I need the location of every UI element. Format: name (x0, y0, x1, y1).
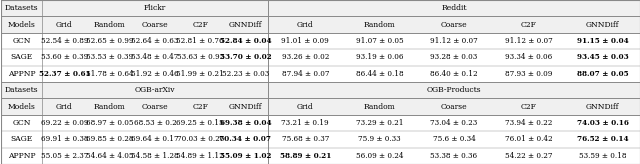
Text: 54.64 ± 4.05: 54.64 ± 4.05 (86, 152, 134, 160)
Text: OGB-Products: OGB-Products (427, 86, 481, 94)
Text: 87.94 ± 0.07: 87.94 ± 0.07 (282, 70, 329, 78)
Text: 55.05 ± 2.37: 55.05 ± 2.37 (41, 152, 88, 160)
Text: Models: Models (8, 103, 35, 111)
Text: 69.38 ± 0.04: 69.38 ± 0.04 (220, 119, 271, 127)
Text: 93.28 ± 0.03: 93.28 ± 0.03 (431, 53, 477, 61)
Text: SAGE: SAGE (10, 135, 33, 143)
Text: Flickr: Flickr (144, 4, 166, 12)
Text: 69.85 ± 0.28: 69.85 ± 0.28 (86, 135, 134, 143)
Bar (1, 82, 640, 98)
Text: 52.37 ± 0.61: 52.37 ± 0.61 (38, 70, 90, 78)
Text: 52.84 ± 0.04: 52.84 ± 0.04 (220, 37, 271, 45)
Text: 54.89 ± 1.12: 54.89 ± 1.12 (177, 152, 224, 160)
Text: C2F: C2F (520, 103, 536, 111)
Text: 53.38 ± 0.36: 53.38 ± 0.36 (431, 152, 477, 160)
Text: 91.12 ± 0.07: 91.12 ± 0.07 (504, 37, 552, 45)
Text: GCN: GCN (12, 119, 31, 127)
Text: 93.19 ± 0.06: 93.19 ± 0.06 (356, 53, 403, 61)
Text: 52.65 ± 0.99: 52.65 ± 0.99 (86, 37, 134, 45)
Text: GNNDiff: GNNDiff (228, 21, 262, 29)
Text: 53.48 ± 0.47: 53.48 ± 0.47 (131, 53, 179, 61)
Text: 52.54 ± 0.89: 52.54 ± 0.89 (41, 37, 88, 45)
Text: Reddit: Reddit (442, 4, 467, 12)
Text: C2F: C2F (192, 21, 208, 29)
Text: 91.15 ± 0.04: 91.15 ± 0.04 (577, 37, 628, 45)
Text: Random: Random (94, 21, 125, 29)
Text: 68.53 ± 0.2: 68.53 ± 0.2 (134, 119, 177, 127)
Text: 53.53 ± 0.39: 53.53 ± 0.39 (86, 53, 133, 61)
Text: 75.9 ± 0.33: 75.9 ± 0.33 (358, 135, 401, 143)
Text: 54.22 ± 0.27: 54.22 ± 0.27 (505, 152, 552, 160)
Text: 52.23 ± 0.03: 52.23 ± 0.03 (222, 70, 269, 78)
Text: 93.34 ± 0.06: 93.34 ± 0.06 (505, 53, 552, 61)
Text: 70.03 ± 0.26: 70.03 ± 0.26 (177, 135, 224, 143)
Text: 51.78 ± 0.64: 51.78 ± 0.64 (86, 70, 134, 78)
Text: GNNDiff: GNNDiff (586, 103, 620, 111)
Text: 91.01 ± 0.09: 91.01 ± 0.09 (282, 37, 329, 45)
Text: 73.94 ± 0.22: 73.94 ± 0.22 (505, 119, 552, 127)
Text: 53.63 ± 0.92: 53.63 ± 0.92 (177, 53, 224, 61)
Text: Datasets: Datasets (4, 86, 38, 94)
Text: Grid: Grid (297, 103, 314, 111)
Text: 69.25 ± 0.15: 69.25 ± 0.15 (177, 119, 224, 127)
Text: 74.03 ± 0.16: 74.03 ± 0.16 (577, 119, 628, 127)
Text: C2F: C2F (520, 21, 536, 29)
Text: 56.09 ± 0.24: 56.09 ± 0.24 (356, 152, 403, 160)
Text: 73.29 ± 0.21: 73.29 ± 0.21 (356, 119, 403, 127)
Text: 93.45 ± 0.03: 93.45 ± 0.03 (577, 53, 628, 61)
Text: Random: Random (364, 21, 396, 29)
Text: Random: Random (364, 103, 396, 111)
Text: 76.52 ± 0.14: 76.52 ± 0.14 (577, 135, 628, 143)
Text: 73.04 ± 0.23: 73.04 ± 0.23 (431, 119, 477, 127)
Text: 93.26 ± 0.02: 93.26 ± 0.02 (282, 53, 329, 61)
Bar (1, 98, 640, 115)
Text: 53.70 ± 0.02: 53.70 ± 0.02 (220, 53, 271, 61)
Text: 51.99 ± 0.21: 51.99 ± 0.21 (177, 70, 224, 78)
Text: GCN: GCN (12, 37, 31, 45)
Text: 91.12 ± 0.07: 91.12 ± 0.07 (430, 37, 478, 45)
Text: Grid: Grid (56, 103, 73, 111)
Text: 88.07 ± 0.05: 88.07 ± 0.05 (577, 70, 628, 78)
Text: 76.01 ± 0.42: 76.01 ± 0.42 (504, 135, 552, 143)
Text: 87.93 ± 0.09: 87.93 ± 0.09 (505, 70, 552, 78)
Text: OGB-arXiv: OGB-arXiv (134, 86, 175, 94)
Text: 58.89 ± 0.21: 58.89 ± 0.21 (280, 152, 331, 160)
Text: 52.64 ± 0.63: 52.64 ± 0.63 (131, 37, 179, 45)
Text: Coarse: Coarse (441, 21, 467, 29)
Text: C2F: C2F (192, 103, 208, 111)
Text: APPNP: APPNP (8, 70, 35, 78)
Text: Datasets: Datasets (4, 4, 38, 12)
Text: GNNDiff: GNNDiff (586, 21, 620, 29)
Text: 86.44 ± 0.18: 86.44 ± 0.18 (356, 70, 403, 78)
Text: 55.09 ± 1.02: 55.09 ± 1.02 (220, 152, 271, 160)
Text: Coarse: Coarse (141, 21, 168, 29)
Text: 52.81 ± 0.76: 52.81 ± 0.76 (177, 37, 224, 45)
Text: 86.40 ± 0.12: 86.40 ± 0.12 (430, 70, 478, 78)
Text: GNNDiff: GNNDiff (228, 103, 262, 111)
Text: Models: Models (8, 21, 35, 29)
Text: 75.6 ± 0.34: 75.6 ± 0.34 (433, 135, 476, 143)
Text: 69.22 ± 0.09: 69.22 ± 0.09 (41, 119, 88, 127)
Text: Grid: Grid (297, 21, 314, 29)
Text: 53.60 ± 0.39: 53.60 ± 0.39 (41, 53, 88, 61)
Text: 69.91 ± 0.38: 69.91 ± 0.38 (41, 135, 88, 143)
Text: 69.64 ± 0.17: 69.64 ± 0.17 (131, 135, 179, 143)
Text: 70.34 ± 0.07: 70.34 ± 0.07 (220, 135, 271, 143)
Bar (1, 16, 640, 33)
Text: 91.07 ± 0.05: 91.07 ± 0.05 (356, 37, 403, 45)
Text: SAGE: SAGE (10, 53, 33, 61)
Text: Random: Random (94, 103, 125, 111)
Text: Coarse: Coarse (441, 103, 467, 111)
Text: APPNP: APPNP (8, 152, 35, 160)
Text: 54.58 ± 1.28: 54.58 ± 1.28 (131, 152, 179, 160)
Text: 68.97 ± 0.05: 68.97 ± 0.05 (86, 119, 134, 127)
Text: Grid: Grid (56, 21, 73, 29)
Text: 53.59 ± 0.18: 53.59 ± 0.18 (579, 152, 627, 160)
Text: 51.92 ± 0.46: 51.92 ± 0.46 (131, 70, 179, 78)
Text: Coarse: Coarse (141, 103, 168, 111)
Bar (1, 0, 640, 16)
Text: 73.21 ± 0.19: 73.21 ± 0.19 (282, 119, 329, 127)
Text: 75.68 ± 0.37: 75.68 ± 0.37 (282, 135, 329, 143)
